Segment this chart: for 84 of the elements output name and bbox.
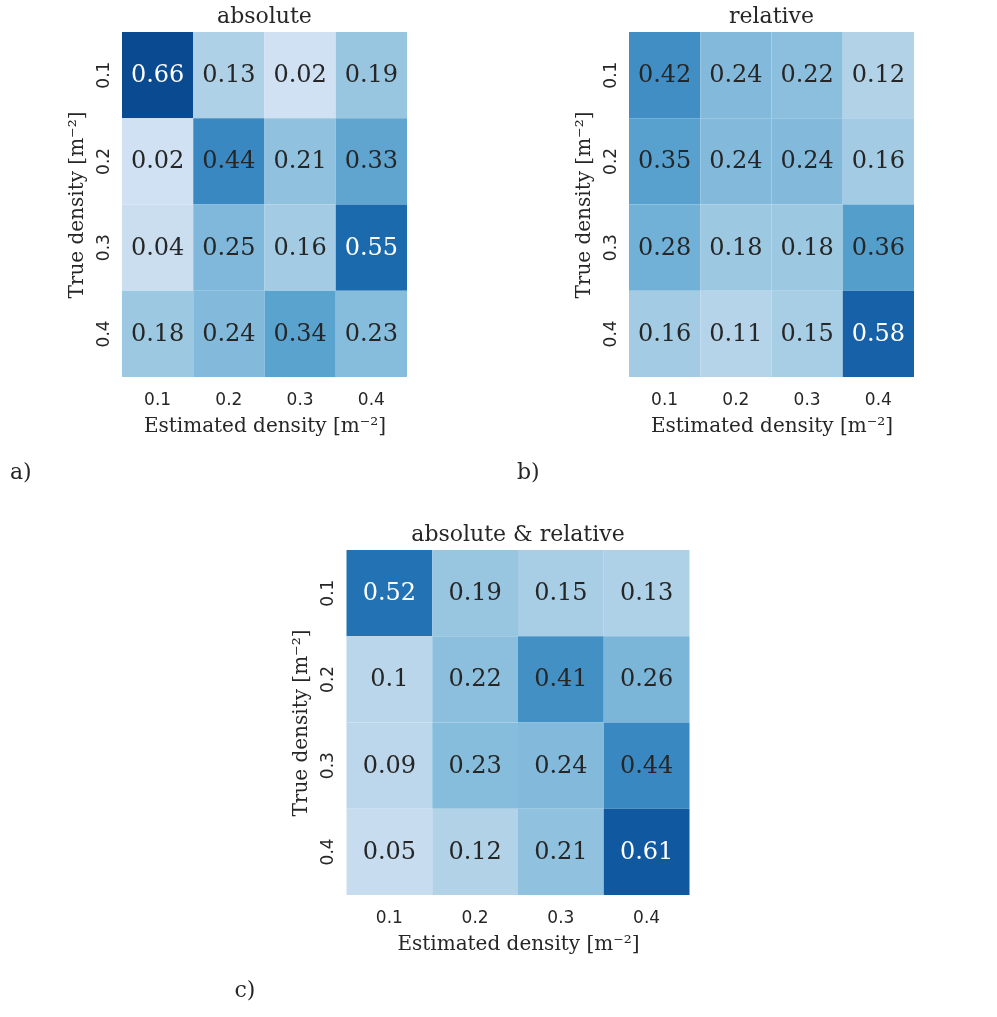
y-tick-label: 0.3	[92, 234, 113, 262]
data-label: 0.22	[448, 664, 502, 693]
y-tick-label: 0.2	[92, 147, 113, 175]
x-tick-label: 0.4	[633, 906, 661, 927]
data-label: 0.35	[637, 146, 692, 175]
text: a)	[10, 459, 32, 484]
data-label: 0.04	[130, 232, 185, 261]
data-label: 0.18	[709, 232, 763, 261]
x-tick-label: 0.1	[375, 906, 403, 927]
text: b)	[517, 459, 540, 484]
data-label: 0.36	[851, 232, 906, 261]
data-label: 0.22	[780, 60, 834, 89]
data-label: 0.09	[362, 750, 417, 779]
y-tick-label: 0.3	[317, 752, 337, 780]
data-label: 0.15	[780, 318, 834, 347]
data-label: 0.21	[273, 146, 327, 175]
text: c)	[234, 977, 256, 1002]
y-axis-title: True density [m⁻²]	[570, 111, 595, 299]
chart-title: absolute	[217, 3, 312, 28]
y-tick-label: 0.1	[92, 61, 113, 89]
data-label: 0.24	[780, 146, 834, 175]
data-label: 0.13	[619, 578, 674, 607]
data-label: 0.58	[851, 318, 906, 347]
data-label: 0.16	[637, 318, 692, 347]
data-label: 0.02	[273, 60, 327, 89]
data-label: 0.24	[709, 60, 763, 89]
y-tick-label: 0.2	[599, 147, 620, 175]
data-label: 0.52	[362, 578, 417, 607]
x-tick-label: 0.1	[144, 388, 172, 409]
x-tick-label: 0.2	[215, 388, 243, 409]
x-tick-label: 0.2	[722, 388, 750, 409]
y-tick-label: 0.1	[317, 579, 337, 607]
x-axis-title: Estimated density [m⁻²]	[397, 930, 640, 955]
data-label: 0.11	[709, 318, 763, 347]
data-label: 0.42	[637, 60, 692, 89]
data-label: 0.12	[448, 836, 502, 865]
chart-title: relative	[728, 3, 815, 28]
x-tick-label: 0.3	[286, 388, 314, 409]
data-label: 0.05	[362, 836, 417, 865]
x-tick-label: 0.3	[793, 388, 821, 409]
data-label: 0.16	[851, 146, 906, 175]
data-label: 0.33	[344, 146, 399, 175]
x-tick-label: 0.3	[547, 906, 575, 927]
data-label: 0.21	[534, 836, 588, 865]
data-label: 0.23	[448, 750, 502, 779]
data-label: 0.24	[709, 146, 763, 175]
y-tick-label: 0.3	[599, 234, 620, 262]
y-tick-label: 0.2	[317, 665, 337, 693]
y-tick-label: 0.4	[599, 320, 620, 348]
data-label: 0.61	[619, 836, 674, 865]
data-label: 0.34	[273, 318, 327, 347]
y-axis-title: True density [m⁻²]	[63, 111, 88, 299]
data-label: 0.66	[130, 60, 185, 89]
data-label: 0.15	[534, 578, 588, 607]
data-label: 0.24	[202, 318, 256, 347]
data-label: 0.41	[534, 664, 588, 693]
x-tick-label: 0.4	[864, 388, 892, 409]
data-label: 0.12	[851, 60, 906, 89]
data-label: 0.19	[448, 578, 502, 607]
y-tick-label: 0.4	[92, 320, 113, 348]
data-label: 0.55	[344, 232, 399, 261]
y-axis-title: True density [m⁻²]	[288, 629, 312, 817]
data-label: 0.44	[202, 146, 256, 175]
y-tick-label: 0.4	[317, 838, 337, 866]
x-axis-title: Estimated density [m⁻²]	[143, 412, 387, 437]
data-label: 0.23	[344, 318, 399, 347]
data-label: 0.02	[130, 146, 185, 175]
x-axis-title: Estimated density [m⁻²]	[650, 412, 894, 437]
data-label: 0.44	[619, 750, 674, 779]
chart-title: absolute & relative	[411, 521, 625, 546]
data-label: 0.28	[637, 232, 692, 261]
x-tick-label: 0.1	[651, 388, 679, 409]
x-tick-label: 0.2	[461, 906, 489, 927]
data-label: 0.19	[344, 60, 399, 89]
data-label: 0.25	[202, 232, 256, 261]
data-label: 0.26	[619, 664, 674, 693]
data-label: 0.1	[370, 664, 409, 693]
x-tick-label: 0.4	[357, 388, 385, 409]
data-label: 0.18	[780, 232, 834, 261]
data-label: 0.13	[202, 60, 256, 89]
data-label: 0.18	[130, 318, 185, 347]
y-tick-label: 0.1	[599, 61, 620, 89]
data-label: 0.24	[534, 750, 588, 779]
data-label: 0.16	[273, 232, 327, 261]
